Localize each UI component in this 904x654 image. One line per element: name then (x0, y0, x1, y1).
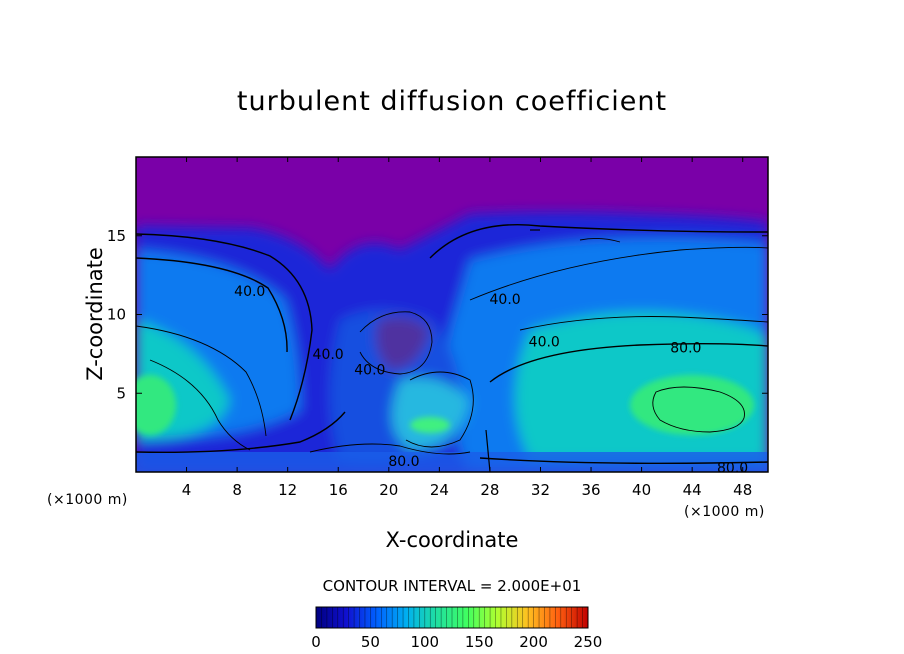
contour-line (489, 343, 768, 383)
field-peak-left (136, 375, 176, 435)
contour-line (136, 257, 288, 353)
contour-line (136, 233, 313, 421)
field-dark-core (375, 316, 430, 370)
colorbar-frame (315, 606, 589, 629)
chart-title: turbulent diffusion coefficient (236, 86, 668, 117)
colorbar-tick-label: 50 (361, 633, 380, 651)
contour-label: 40.0 (313, 347, 344, 363)
y-tick-label: 15 (107, 227, 126, 245)
colorbar-tick-label: 250 (574, 633, 603, 651)
x-tick-label: 40 (632, 481, 651, 499)
contour-line (485, 429, 491, 472)
contour-label: 40.0 (234, 284, 265, 300)
y-tick-label: 5 (116, 384, 126, 402)
x-tick-label: 16 (329, 481, 348, 499)
x-tick-label: 36 (581, 481, 600, 499)
heatmap-field (136, 157, 768, 472)
x-tick-label: 44 (683, 481, 702, 499)
x-tick-label: 24 (430, 481, 449, 499)
contour-label: 40.0 (529, 334, 560, 350)
colorbar-tick-label: 150 (465, 633, 494, 651)
field-peak-right (630, 375, 754, 435)
x-axis-label: X-coordinate (0, 528, 904, 552)
x-tick-label: 4 (182, 481, 192, 499)
x-tick-label: 20 (379, 481, 398, 499)
surface-band (136, 452, 768, 472)
contour-line (469, 246, 768, 301)
contour-line (136, 325, 267, 437)
contour-label: 40.0 (354, 363, 385, 379)
contour-labels: 40.0 40.0 40.0 40.0 40.0 80.0 80.0 80.0 (234, 284, 748, 476)
contour-label: 80.0 (670, 341, 701, 357)
colorbar (315, 606, 589, 629)
y-tick-label: 10 (107, 306, 126, 324)
x-unit-left: (×1000 m) (47, 492, 128, 508)
contour-line (149, 359, 251, 451)
contour-interval: CONTOUR INTERVAL = 2.000E+01 (322, 577, 582, 595)
y-axis-ticks: 5 10 15 (107, 227, 768, 402)
x-tick-label: 28 (480, 481, 499, 499)
x-tick-label: 48 (733, 481, 752, 499)
contour-line (359, 311, 433, 375)
contour-line (579, 237, 621, 243)
field-high-center (392, 377, 470, 450)
contour-line (405, 371, 474, 448)
contour-line (429, 223, 768, 259)
colorbar-tick-label: 0 (311, 633, 321, 651)
x-axis-label-text: X-coordinate (385, 528, 519, 552)
colorbar-tick-labels: 0 50 100 150 200 250 (311, 633, 602, 651)
x-tick-label: 32 (531, 481, 550, 499)
contour-lines (136, 223, 768, 472)
contour-label: 40.0 (490, 292, 521, 308)
x-tick-label: 12 (278, 481, 297, 499)
contour-label: 80.0 (717, 460, 748, 476)
contour-line (479, 457, 768, 465)
x-unit-right: (×1000 m) (684, 504, 765, 520)
x-tick-label: 8 (232, 481, 242, 499)
contour-line (136, 411, 346, 453)
x-axis-ticks: 4 8 12 16 20 24 28 32 36 40 44 48 (182, 157, 752, 499)
contour-line (309, 443, 471, 455)
colorbar-tick-label: 100 (410, 633, 439, 651)
colorbar-tick-label: 200 (519, 633, 548, 651)
field-peak-center (410, 417, 450, 433)
contour-line (652, 386, 745, 433)
contour-line (519, 316, 768, 331)
contour-label: 80.0 (388, 454, 419, 470)
